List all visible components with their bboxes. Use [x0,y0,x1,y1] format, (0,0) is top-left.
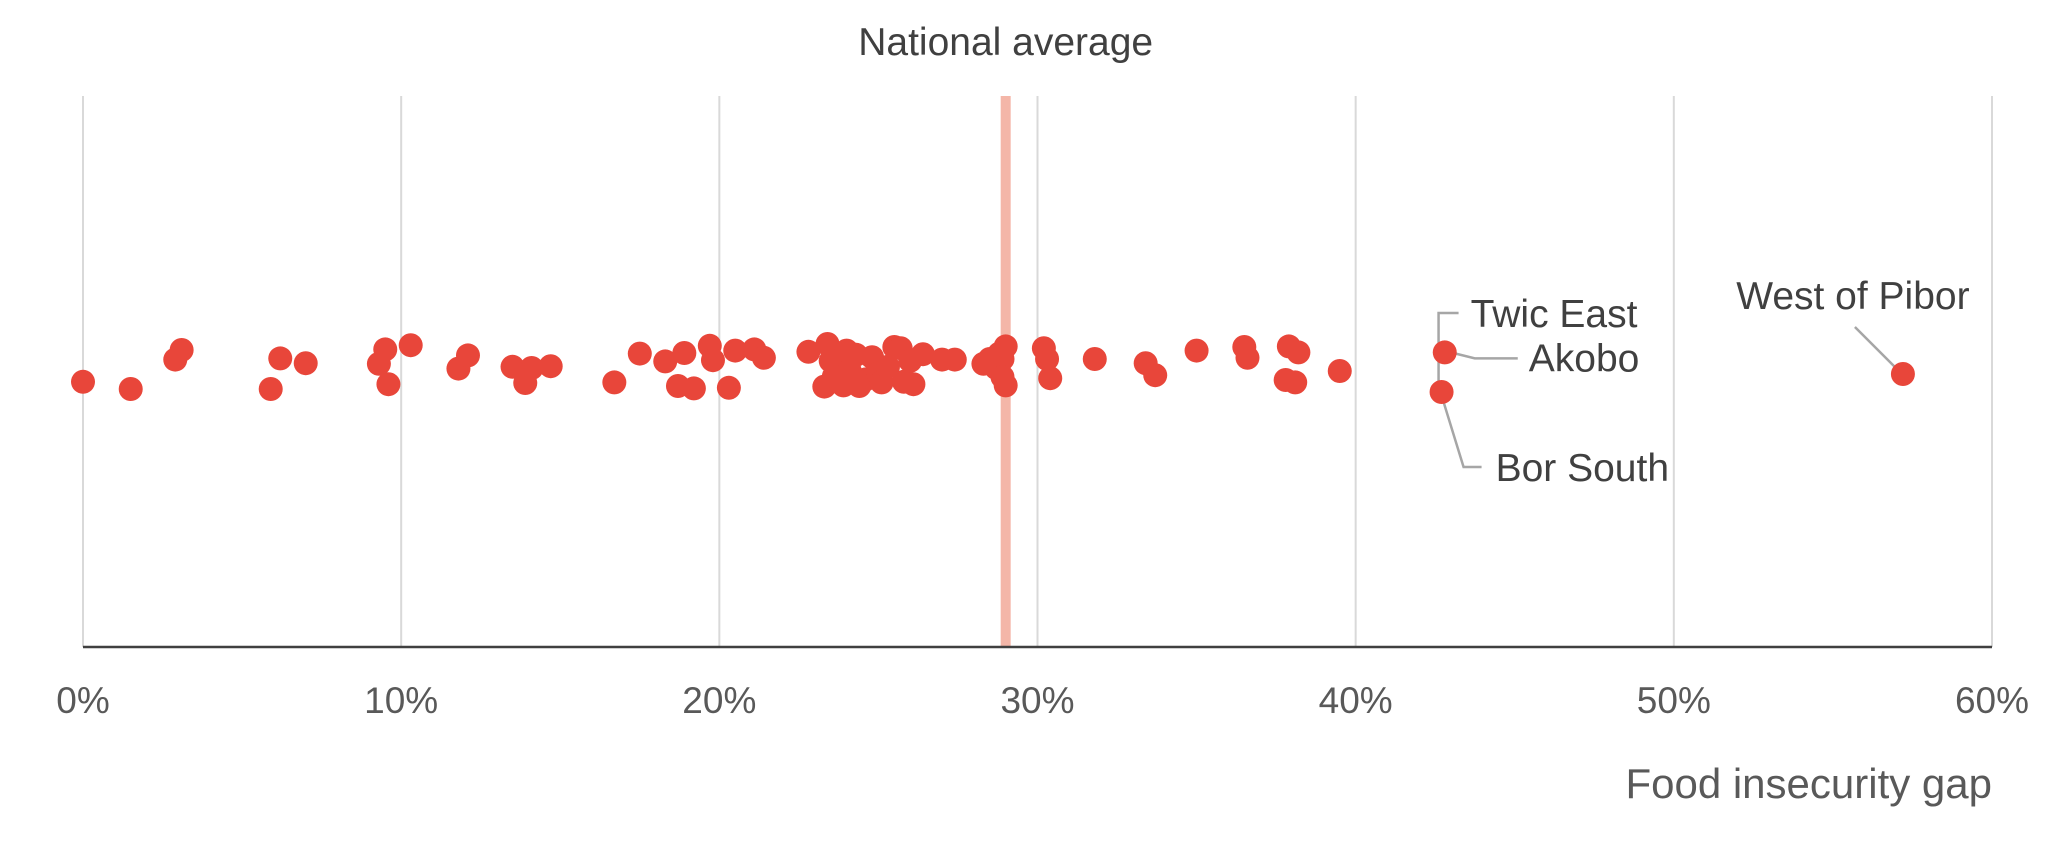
data-point-71 [1283,370,1308,395]
data-point-6 [293,351,318,376]
data-point-12 [455,343,480,368]
x-tick-label-0: 0% [56,680,109,721]
data-point-72 [1286,340,1311,365]
point-akobo [1432,340,1457,365]
data-point-51 [942,347,967,372]
data-point-66 [1184,338,1209,363]
data-point-28 [751,345,776,370]
x-tick-label-4: 40% [1319,680,1393,721]
data-point-49 [910,342,935,367]
data-point-29 [796,339,821,364]
data-point-22 [681,376,706,401]
data-point-0 [71,369,95,394]
x-tick-label-6: 60% [1955,680,2029,721]
data-point-8 [373,337,398,362]
data-point-9 [376,372,401,397]
data-point-1 [118,377,143,401]
data-point-3 [169,338,194,362]
data-point-17 [602,370,627,395]
gridlines [82,96,1993,647]
x-axis-title: Food insecurity gap [1625,760,1992,807]
data-point-59 [993,334,1018,359]
data-point-73 [1327,359,1352,383]
data-point-65 [1143,363,1168,388]
x-tick-label-1: 10% [364,680,438,721]
data-point-5 [268,346,293,371]
data-point-16 [538,354,563,379]
data-point-43 [875,354,900,379]
data-point-24 [700,348,725,373]
data-point-25 [716,375,741,400]
leader-line-akobo [1450,351,1518,360]
callout-leaders [1437,311,1898,469]
x-tick-label-5: 50% [1637,680,1711,721]
data-points [71,332,1915,404]
data-point-21 [672,341,697,365]
leader-line-west-of-pibor [1854,326,1898,370]
data-point-4 [258,377,283,401]
data-point-58 [993,373,1018,398]
data-point-26 [723,338,748,363]
data-point-63 [1082,347,1107,371]
callout-bor-south: Bor South [1496,447,1669,490]
point-west-of-pibor [1890,362,1915,386]
callout-west-of-pibor: West of Pibor [1736,275,1969,318]
leader-line-bor-south [1442,401,1482,469]
data-point-62 [1038,366,1063,391]
data-point-18 [627,341,652,366]
callout-akobo: Akobo [1529,337,1640,380]
data-point-13 [500,354,525,379]
data-point-10 [398,333,423,358]
x-tick-label-2: 20% [682,680,756,721]
data-point-68 [1235,345,1260,370]
data-point-48 [901,372,926,397]
data-point-61 [1035,347,1060,371]
data-point-19 [653,349,678,374]
x-tick-label-3: 30% [1000,680,1074,721]
callout-twic-east: Twic East [1471,293,1638,336]
point-bor-south [1429,380,1454,404]
data-point-15 [519,356,544,380]
x-tick-labels: 0% 10% 20% 30% 40% 50% 60% [56,680,2029,721]
national-average-label: National average [858,21,1153,64]
